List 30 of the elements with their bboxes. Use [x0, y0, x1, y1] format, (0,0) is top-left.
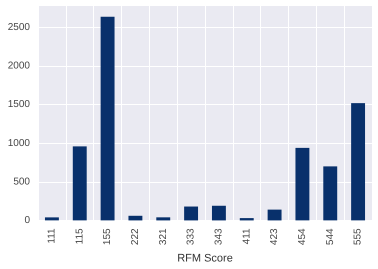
- bar: [100, 16, 115, 220]
- x-tick-label: 411: [241, 228, 252, 244]
- x-tick-label: 111: [46, 228, 58, 244]
- y-tick-label: 0: [24, 214, 30, 226]
- bar: [156, 217, 170, 220]
- bar: [72, 146, 87, 220]
- y-tick-label: 1500: [8, 99, 30, 110]
- bar: [295, 148, 310, 220]
- x-tick-label: 222: [130, 228, 141, 246]
- x-tick-label: 454: [296, 228, 308, 246]
- x-tick-label: 555: [352, 228, 364, 246]
- bar: [184, 206, 198, 220]
- bar: [351, 103, 366, 220]
- bar: [323, 166, 338, 220]
- bar: [268, 210, 282, 220]
- x-tick-label: 155: [102, 228, 114, 246]
- y-tick-label: 500: [13, 176, 30, 188]
- x-tick-label: 333: [186, 228, 197, 246]
- bar: [128, 216, 142, 220]
- y-tick-label: 1000: [8, 138, 30, 149]
- bar: [44, 217, 59, 220]
- x-tick-label: 321: [158, 228, 169, 246]
- bar: [212, 206, 226, 220]
- x-axis-title: RFM Score: [177, 252, 233, 264]
- x-tick-label: 544: [324, 228, 336, 246]
- x-tick-label: 423: [269, 228, 280, 246]
- y-tick-label: 2500: [8, 22, 30, 34]
- x-tick-label: 115: [74, 228, 86, 244]
- y-tick-label: 2000: [8, 60, 30, 72]
- x-tick-label: 343: [213, 228, 224, 246]
